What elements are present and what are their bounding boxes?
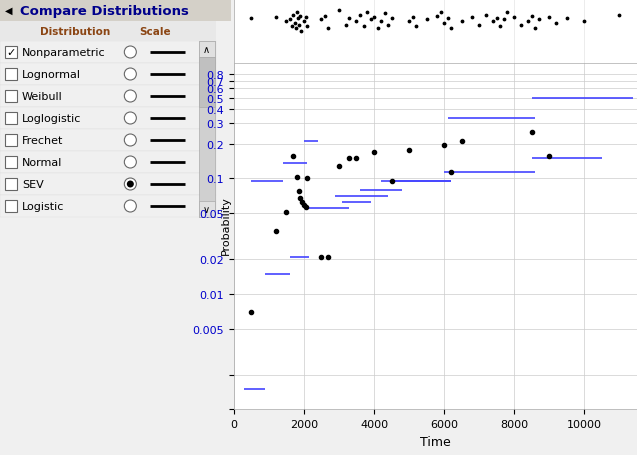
Text: Distribution: Distribution [40, 27, 110, 37]
Circle shape [124, 201, 136, 212]
Circle shape [124, 91, 136, 103]
Circle shape [124, 47, 136, 59]
Text: Loglogistic: Loglogistic [22, 114, 82, 124]
Bar [0, 152, 215, 174]
Circle shape [124, 157, 136, 169]
Bar [5, 179, 17, 191]
Bar [5, 201, 17, 212]
Text: Nonparametric: Nonparametric [22, 48, 106, 58]
Bar [199, 202, 215, 217]
Bar [0, 64, 215, 86]
Text: Weibull: Weibull [22, 92, 63, 102]
Text: Probability: Probability [220, 196, 231, 255]
Bar [199, 58, 215, 108]
Bar [0, 22, 215, 42]
Text: ∧: ∧ [203, 45, 210, 55]
Bar [199, 42, 215, 217]
Text: Frechet: Frechet [22, 136, 64, 146]
Text: ◀: ◀ [5, 6, 13, 16]
Circle shape [124, 179, 136, 191]
Text: Scale: Scale [140, 27, 171, 37]
Bar [5, 113, 17, 125]
Circle shape [124, 135, 136, 147]
Text: Lognormal: Lognormal [22, 70, 81, 80]
Bar [0, 86, 215, 108]
Bar [199, 42, 215, 58]
Bar [5, 69, 17, 81]
Bar [0, 196, 215, 217]
Bar [0, 108, 215, 130]
Text: Logistic: Logistic [22, 202, 64, 212]
Text: Normal: Normal [22, 157, 62, 167]
Bar [0, 174, 215, 196]
Bar [5, 47, 17, 59]
Circle shape [124, 113, 136, 125]
Text: Compare Distributions: Compare Distributions [20, 5, 189, 17]
Bar [0, 130, 215, 152]
Bar [5, 157, 17, 169]
Text: ∨: ∨ [203, 205, 210, 214]
Circle shape [127, 181, 134, 188]
Bar [5, 135, 17, 147]
X-axis label: Time: Time [420, 435, 451, 448]
Bar [0, 0, 231, 22]
Circle shape [124, 69, 136, 81]
Text: SEV: SEV [22, 180, 44, 190]
Bar [0, 42, 215, 64]
Text: ✓: ✓ [6, 48, 15, 58]
Bar [5, 91, 17, 103]
